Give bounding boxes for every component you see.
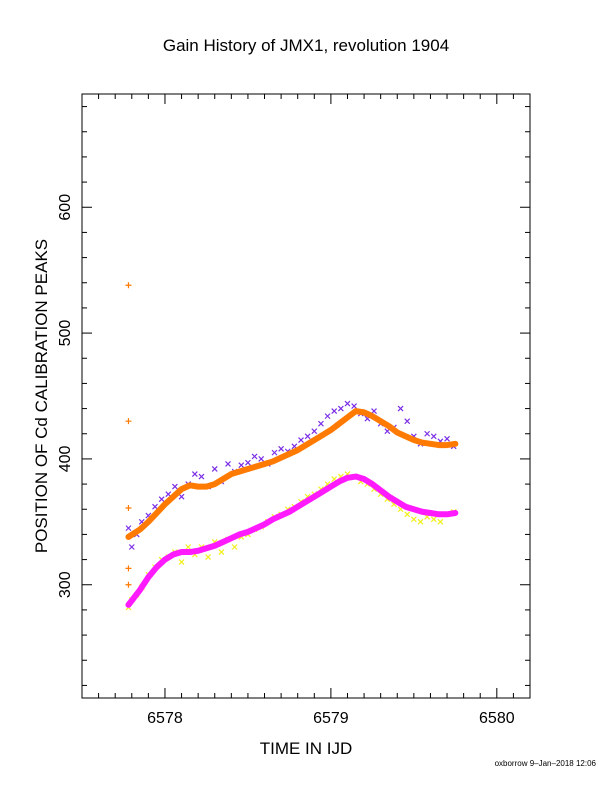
chart-title: Gain History of JMX1, revolution 1904 [162, 36, 450, 55]
series-3 [125, 473, 459, 608]
data-point [125, 565, 132, 572]
y-tick-label: 600 [57, 194, 74, 221]
data-layer [125, 282, 459, 611]
data-point [125, 418, 132, 425]
data-point [125, 504, 132, 511]
data-point [178, 493, 185, 500]
data-point [158, 496, 165, 503]
y-tick-label: 300 [57, 571, 74, 598]
data-point [198, 473, 205, 480]
data-point [444, 435, 450, 442]
data-point [125, 282, 132, 289]
data-point [238, 462, 245, 469]
data-point [371, 408, 377, 415]
data-point [344, 400, 351, 407]
series-0 [125, 400, 457, 550]
x-tick-label: 6578 [147, 710, 183, 727]
y-tick-label: 400 [57, 445, 74, 472]
data-point [351, 403, 358, 409]
data-point [298, 437, 304, 443]
data-point [331, 408, 338, 415]
data-point [211, 466, 218, 472]
data-point [271, 449, 278, 456]
x-axis-label: TIME IN IJD [260, 739, 353, 758]
data-point [125, 525, 132, 532]
data-point [337, 405, 344, 412]
data-point [324, 413, 331, 420]
data-point [311, 428, 318, 435]
data-point [231, 544, 238, 550]
series-line [125, 473, 459, 608]
plot-frame [81, 93, 531, 699]
data-point [125, 581, 132, 588]
x-tick-label: 6579 [313, 710, 349, 727]
data-point [404, 418, 411, 425]
y-axis-label: POSITION OF Cd CALIBRATION PEAKS [32, 239, 51, 553]
data-point [225, 461, 231, 467]
ticks-layer: 6578 6579 6580 300 400 500 600 [57, 94, 531, 727]
data-point [191, 471, 198, 477]
data-point [430, 516, 437, 523]
data-point [218, 549, 225, 555]
data-point [258, 455, 265, 462]
footer-timestamp: oxborrow 9–Jan–2018 12:06 [494, 759, 596, 768]
y-tick-label: 500 [57, 320, 74, 347]
data-point [437, 518, 444, 525]
data-point [245, 459, 251, 466]
data-point [128, 544, 135, 550]
series-2 [125, 408, 459, 540]
data-point [304, 433, 311, 440]
data-point [152, 503, 158, 510]
data-point [318, 420, 324, 427]
data-point [278, 445, 285, 452]
data-point [430, 433, 437, 440]
series-line [125, 408, 459, 540]
data-point [178, 559, 185, 566]
data-point [171, 483, 178, 490]
x-tick-label: 6580 [479, 710, 515, 727]
data-point [410, 516, 417, 523]
data-point [397, 405, 404, 412]
data-point [417, 518, 424, 525]
data-point [205, 554, 212, 560]
data-point [424, 430, 431, 437]
data-point [185, 544, 192, 550]
data-point [404, 511, 411, 518]
data-point [251, 453, 258, 460]
series-4 [125, 282, 132, 588]
